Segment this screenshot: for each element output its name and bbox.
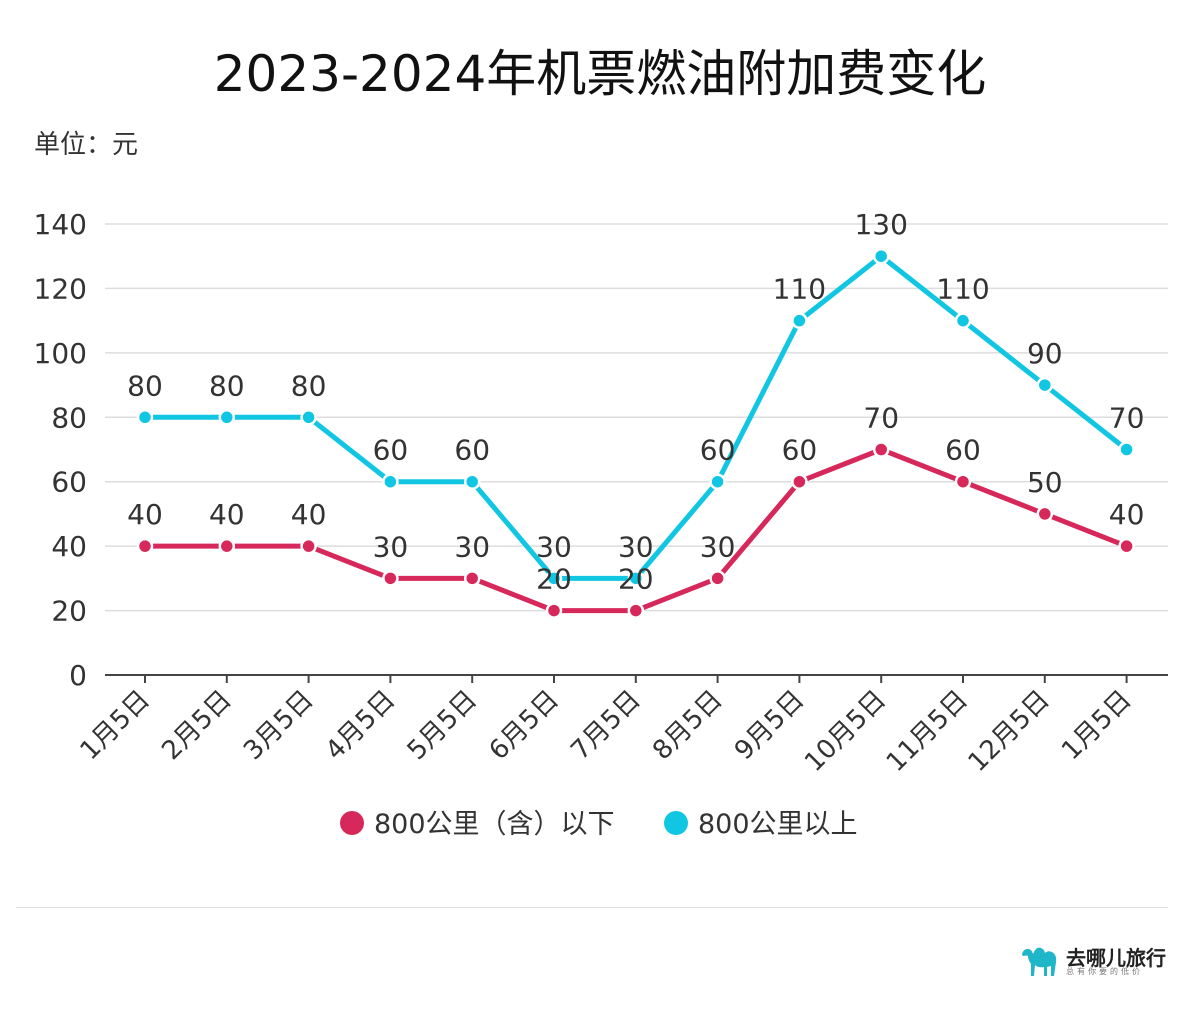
x-tick-label: 4月5日 xyxy=(320,685,401,766)
data-label: 70 xyxy=(1109,402,1145,435)
x-tick-label: 6月5日 xyxy=(484,685,565,766)
y-tick-label: 0 xyxy=(69,659,87,692)
data-label: 30 xyxy=(454,530,490,563)
x-tick-label: 2月5日 xyxy=(156,685,237,766)
data-label: 110 xyxy=(936,273,989,306)
brand-name: 去哪儿旅行 xyxy=(1066,946,1166,970)
data-label: 80 xyxy=(209,369,245,402)
gridlines xyxy=(105,223,1168,612)
data-label: 110 xyxy=(773,273,826,306)
y-tick-label: 20 xyxy=(51,595,87,628)
x-tick-label: 1月5日 xyxy=(1056,685,1137,766)
data-point xyxy=(136,409,154,426)
data-label: 60 xyxy=(782,434,818,467)
data-label: 80 xyxy=(127,369,163,402)
brand-logo: 去哪儿旅行 总有你要的低价 xyxy=(1020,938,1170,982)
x-tick-label: 8月5日 xyxy=(647,685,728,766)
legend-label: 800公里（含）以下 xyxy=(374,809,615,840)
data-point xyxy=(872,441,890,458)
data-label: 50 xyxy=(1027,466,1063,499)
x-tick-label: 12月5日 xyxy=(963,685,1056,778)
data-label: 30 xyxy=(373,530,409,563)
data-point xyxy=(218,537,236,555)
legend-label: 800公里以上 xyxy=(698,809,858,840)
data-point xyxy=(300,537,317,555)
data-point xyxy=(1036,376,1054,394)
data-point xyxy=(545,602,563,619)
data-point xyxy=(1118,537,1135,555)
data-label: 30 xyxy=(700,530,736,563)
data-label: 80 xyxy=(291,369,327,402)
legend-marker xyxy=(664,811,688,835)
data-point xyxy=(791,473,808,490)
y-tick-label: 100 xyxy=(34,337,87,370)
chart-title: 2023-2024年机票燃油附加费变化 xyxy=(213,45,987,103)
data-label: 60 xyxy=(454,434,490,467)
data-label: 30 xyxy=(618,530,654,563)
data-label: 40 xyxy=(127,498,163,531)
data-point xyxy=(791,312,808,329)
unit-label: 单位：元 xyxy=(34,130,139,160)
data-point xyxy=(627,570,645,587)
data-point xyxy=(136,537,154,555)
x-tick-label: 5月5日 xyxy=(402,685,483,766)
data-point xyxy=(545,570,563,587)
data-label: 40 xyxy=(291,498,327,531)
x-tick-label: 3月5日 xyxy=(238,685,319,766)
data-label: 90 xyxy=(1027,337,1063,370)
data-label: 40 xyxy=(1109,498,1145,531)
x-tick-label: 11月5日 xyxy=(881,685,974,778)
data-point xyxy=(218,409,236,426)
data-label: 20 xyxy=(618,563,654,596)
footer-divider xyxy=(16,907,1168,908)
data-label: 130 xyxy=(854,208,907,241)
data-label: 40 xyxy=(209,498,245,531)
data-point xyxy=(300,409,317,426)
brand-slogan: 总有你要的低价 xyxy=(1066,967,1143,976)
data-point xyxy=(382,473,399,490)
data-point xyxy=(709,570,726,587)
data-point xyxy=(954,473,972,490)
data-point xyxy=(1118,441,1135,458)
camel-icon xyxy=(1022,947,1057,976)
data-points xyxy=(136,247,1135,619)
data-point xyxy=(463,473,481,490)
y-tick-label: 60 xyxy=(51,466,87,499)
legend: 800公里（含）以下 800公里以上 xyxy=(340,809,858,840)
data-point xyxy=(954,312,972,329)
data-label: 60 xyxy=(700,434,736,467)
x-tick-label: 1月5日 xyxy=(75,685,156,766)
data-label: 70 xyxy=(863,402,899,435)
data-point xyxy=(463,570,481,587)
y-tick-label: 120 xyxy=(34,272,87,305)
legend-marker xyxy=(340,811,364,835)
y-tick-label: 140 xyxy=(34,208,87,241)
data-label: 20 xyxy=(536,563,572,596)
y-tick-label: 80 xyxy=(51,401,87,434)
data-label: 30 xyxy=(536,530,572,563)
x-tick-label: 9月5日 xyxy=(729,685,810,766)
data-label: 60 xyxy=(945,434,981,467)
data-point xyxy=(1036,505,1054,523)
data-point xyxy=(382,570,399,587)
data-point xyxy=(872,247,890,265)
data-label: 60 xyxy=(373,434,409,467)
data-point xyxy=(709,473,726,490)
y-tick-label: 40 xyxy=(51,530,87,563)
x-tick-label: 10月5日 xyxy=(799,685,892,778)
x-tick-label: 7月5日 xyxy=(565,685,646,766)
data-point xyxy=(627,602,645,619)
